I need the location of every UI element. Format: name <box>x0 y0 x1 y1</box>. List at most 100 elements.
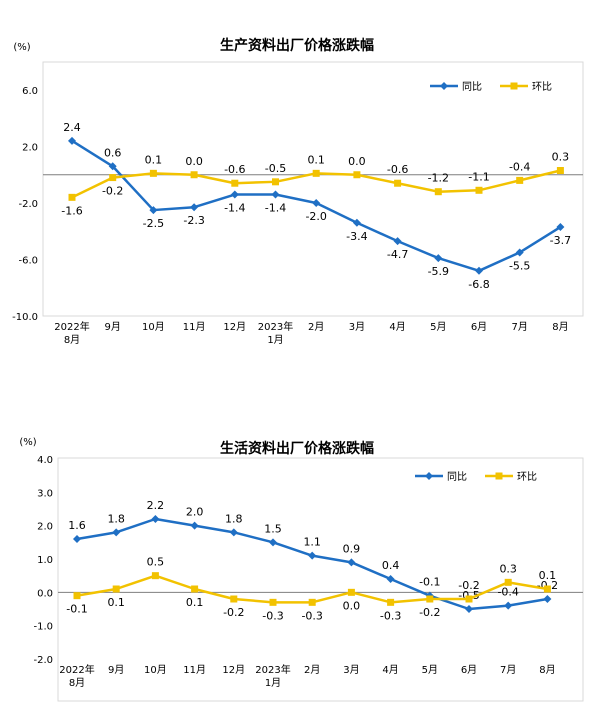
data-label-mom: -0.1 <box>66 603 87 616</box>
data-point-mom <box>190 171 198 179</box>
data-label-mom: -1.6 <box>61 204 82 217</box>
data-label-yoy: 1.8 <box>107 512 125 525</box>
data-label-yoy: 0.4 <box>382 559 400 572</box>
data-label-mom: 0.3 <box>499 562 517 575</box>
data-point-mom <box>347 588 355 596</box>
data-label-mom: -0.2 <box>102 185 123 198</box>
data-label-mom: 0.1 <box>186 596 204 609</box>
data-point-mom <box>308 598 316 606</box>
data-point-yoy <box>504 601 513 610</box>
x-tick-label: 3月 <box>349 321 365 333</box>
plot-area-frame <box>57 457 584 702</box>
data-label-yoy: 2.2 <box>147 499 165 512</box>
x-tick-label: 4月 <box>382 664 398 676</box>
data-label-mom: 0.1 <box>307 153 325 166</box>
x-tick-label: 5月 <box>430 321 446 333</box>
data-label-yoy: -4.7 <box>387 248 408 261</box>
x-tick-label: 12月 <box>223 321 246 333</box>
data-label-yoy: -2.0 <box>305 210 326 223</box>
data-label-yoy: 2.4 <box>63 121 81 134</box>
y-tick-label: 6.0 <box>22 86 38 97</box>
data-point-mom <box>231 179 239 187</box>
x-tick-label: 11月 <box>183 664 206 676</box>
x-tick-label: 2023年 1月 <box>258 320 293 346</box>
data-label-mom: 0.5 <box>147 556 165 569</box>
data-label-yoy: -0.1 <box>419 576 440 589</box>
data-label-mom: -0.3 <box>262 609 283 622</box>
data-point-yoy <box>347 558 356 567</box>
legend-marker-mom <box>510 82 518 90</box>
x-tick-label: 4月 <box>389 321 405 333</box>
data-point-yoy <box>543 595 552 603</box>
y-unit-label: (%) <box>19 437 36 448</box>
x-tick-label: 6月 <box>471 321 487 333</box>
data-point-yoy <box>556 223 565 232</box>
x-tick-label: 6月 <box>461 664 477 676</box>
data-point-mom <box>504 578 512 586</box>
data-point-yoy <box>190 521 199 530</box>
data-point-mom <box>387 598 395 606</box>
y-tick-label: -10.0 <box>12 312 38 323</box>
data-label-mom: -1.2 <box>428 172 449 185</box>
data-label-yoy: -1.4 <box>265 202 286 215</box>
y-tick-label: 3.0 <box>37 488 53 499</box>
data-label-mom: -0.2 <box>223 606 244 619</box>
plot-area-frame <box>42 61 584 317</box>
legend: 同比 环比 <box>430 81 552 93</box>
data-point-mom <box>109 174 117 182</box>
data-point-mom <box>191 585 199 593</box>
data-point-mom <box>68 193 76 201</box>
data-label-mom: -0.6 <box>224 163 245 176</box>
data-label-yoy: 1.6 <box>68 519 86 532</box>
data-label-yoy: -5.9 <box>428 265 449 278</box>
data-point-yoy <box>108 162 117 171</box>
y-tick-label: 1.0 <box>37 555 53 566</box>
data-label-yoy: 0.9 <box>343 542 361 555</box>
data-label-yoy: 2.0 <box>186 506 204 519</box>
chart-svg-production: 生产资料出厂价格涨跌幅 (%) 6.0 2.0 -2.0 -6.0 -10.0 2022年 8月… <box>12 37 584 346</box>
data-label-yoy: 1.1 <box>303 536 321 549</box>
y-unit-label: (%) <box>13 42 30 53</box>
x-tick-label: 11月 <box>183 321 206 333</box>
data-point-mom <box>149 169 157 177</box>
data-point-yoy <box>269 538 277 547</box>
legend: 同比 环比 <box>415 471 537 483</box>
legend-label-yoy: 同比 <box>462 81 482 93</box>
x-tick-label: 3月 <box>343 664 359 676</box>
data-point-yoy <box>308 551 317 560</box>
data-point-yoy <box>465 605 473 613</box>
y-tick-label: -2.0 <box>18 199 38 210</box>
data-point-mom <box>543 585 551 593</box>
data-label-mom: -0.6 <box>387 163 408 176</box>
data-label-mom: 0.0 <box>185 155 203 168</box>
x-tick-label: 5月 <box>422 664 438 676</box>
data-label-mom: 0.0 <box>343 599 361 612</box>
data-point-mom <box>516 176 524 184</box>
data-label-mom: -1.1 <box>468 170 489 183</box>
data-label-mom: 0.1 <box>145 153 163 166</box>
data-point-mom <box>151 572 159 580</box>
data-point-mom <box>230 595 238 603</box>
data-label-mom: 0.1 <box>107 596 125 609</box>
y-tick-label: -2.0 <box>33 655 53 666</box>
x-tick-label: 2022年 8月 <box>59 663 94 689</box>
chart-title: 生产资料出厂价格涨跌幅 <box>220 37 374 54</box>
data-point-yoy <box>312 199 321 207</box>
data-point-yoy <box>112 528 121 537</box>
data-label-yoy: -2.3 <box>183 214 204 227</box>
y-tick-label: 2.0 <box>37 522 53 533</box>
data-point-yoy <box>151 515 160 523</box>
data-label-yoy: -6.8 <box>468 278 489 291</box>
data-label-yoy: -1.4 <box>224 202 245 215</box>
data-point-mom <box>353 171 361 179</box>
data-point-yoy <box>271 190 280 199</box>
data-point-yoy <box>73 535 81 543</box>
x-tick-label: 2022年 8月 <box>54 320 89 346</box>
data-point-yoy <box>190 203 199 212</box>
data-point-mom <box>475 186 483 194</box>
legend-label-mom: 环比 <box>517 471 537 483</box>
x-tick-label: 2月 <box>308 321 324 333</box>
data-point-mom <box>312 169 320 177</box>
chart-living-materials: 生活资料出厂价格涨跌幅 (%) 4.0 3.0 2.0 1.0 0.0 -1.0 -2.0 202… <box>0 415 595 707</box>
y-tick-label: -6.0 <box>18 256 38 267</box>
